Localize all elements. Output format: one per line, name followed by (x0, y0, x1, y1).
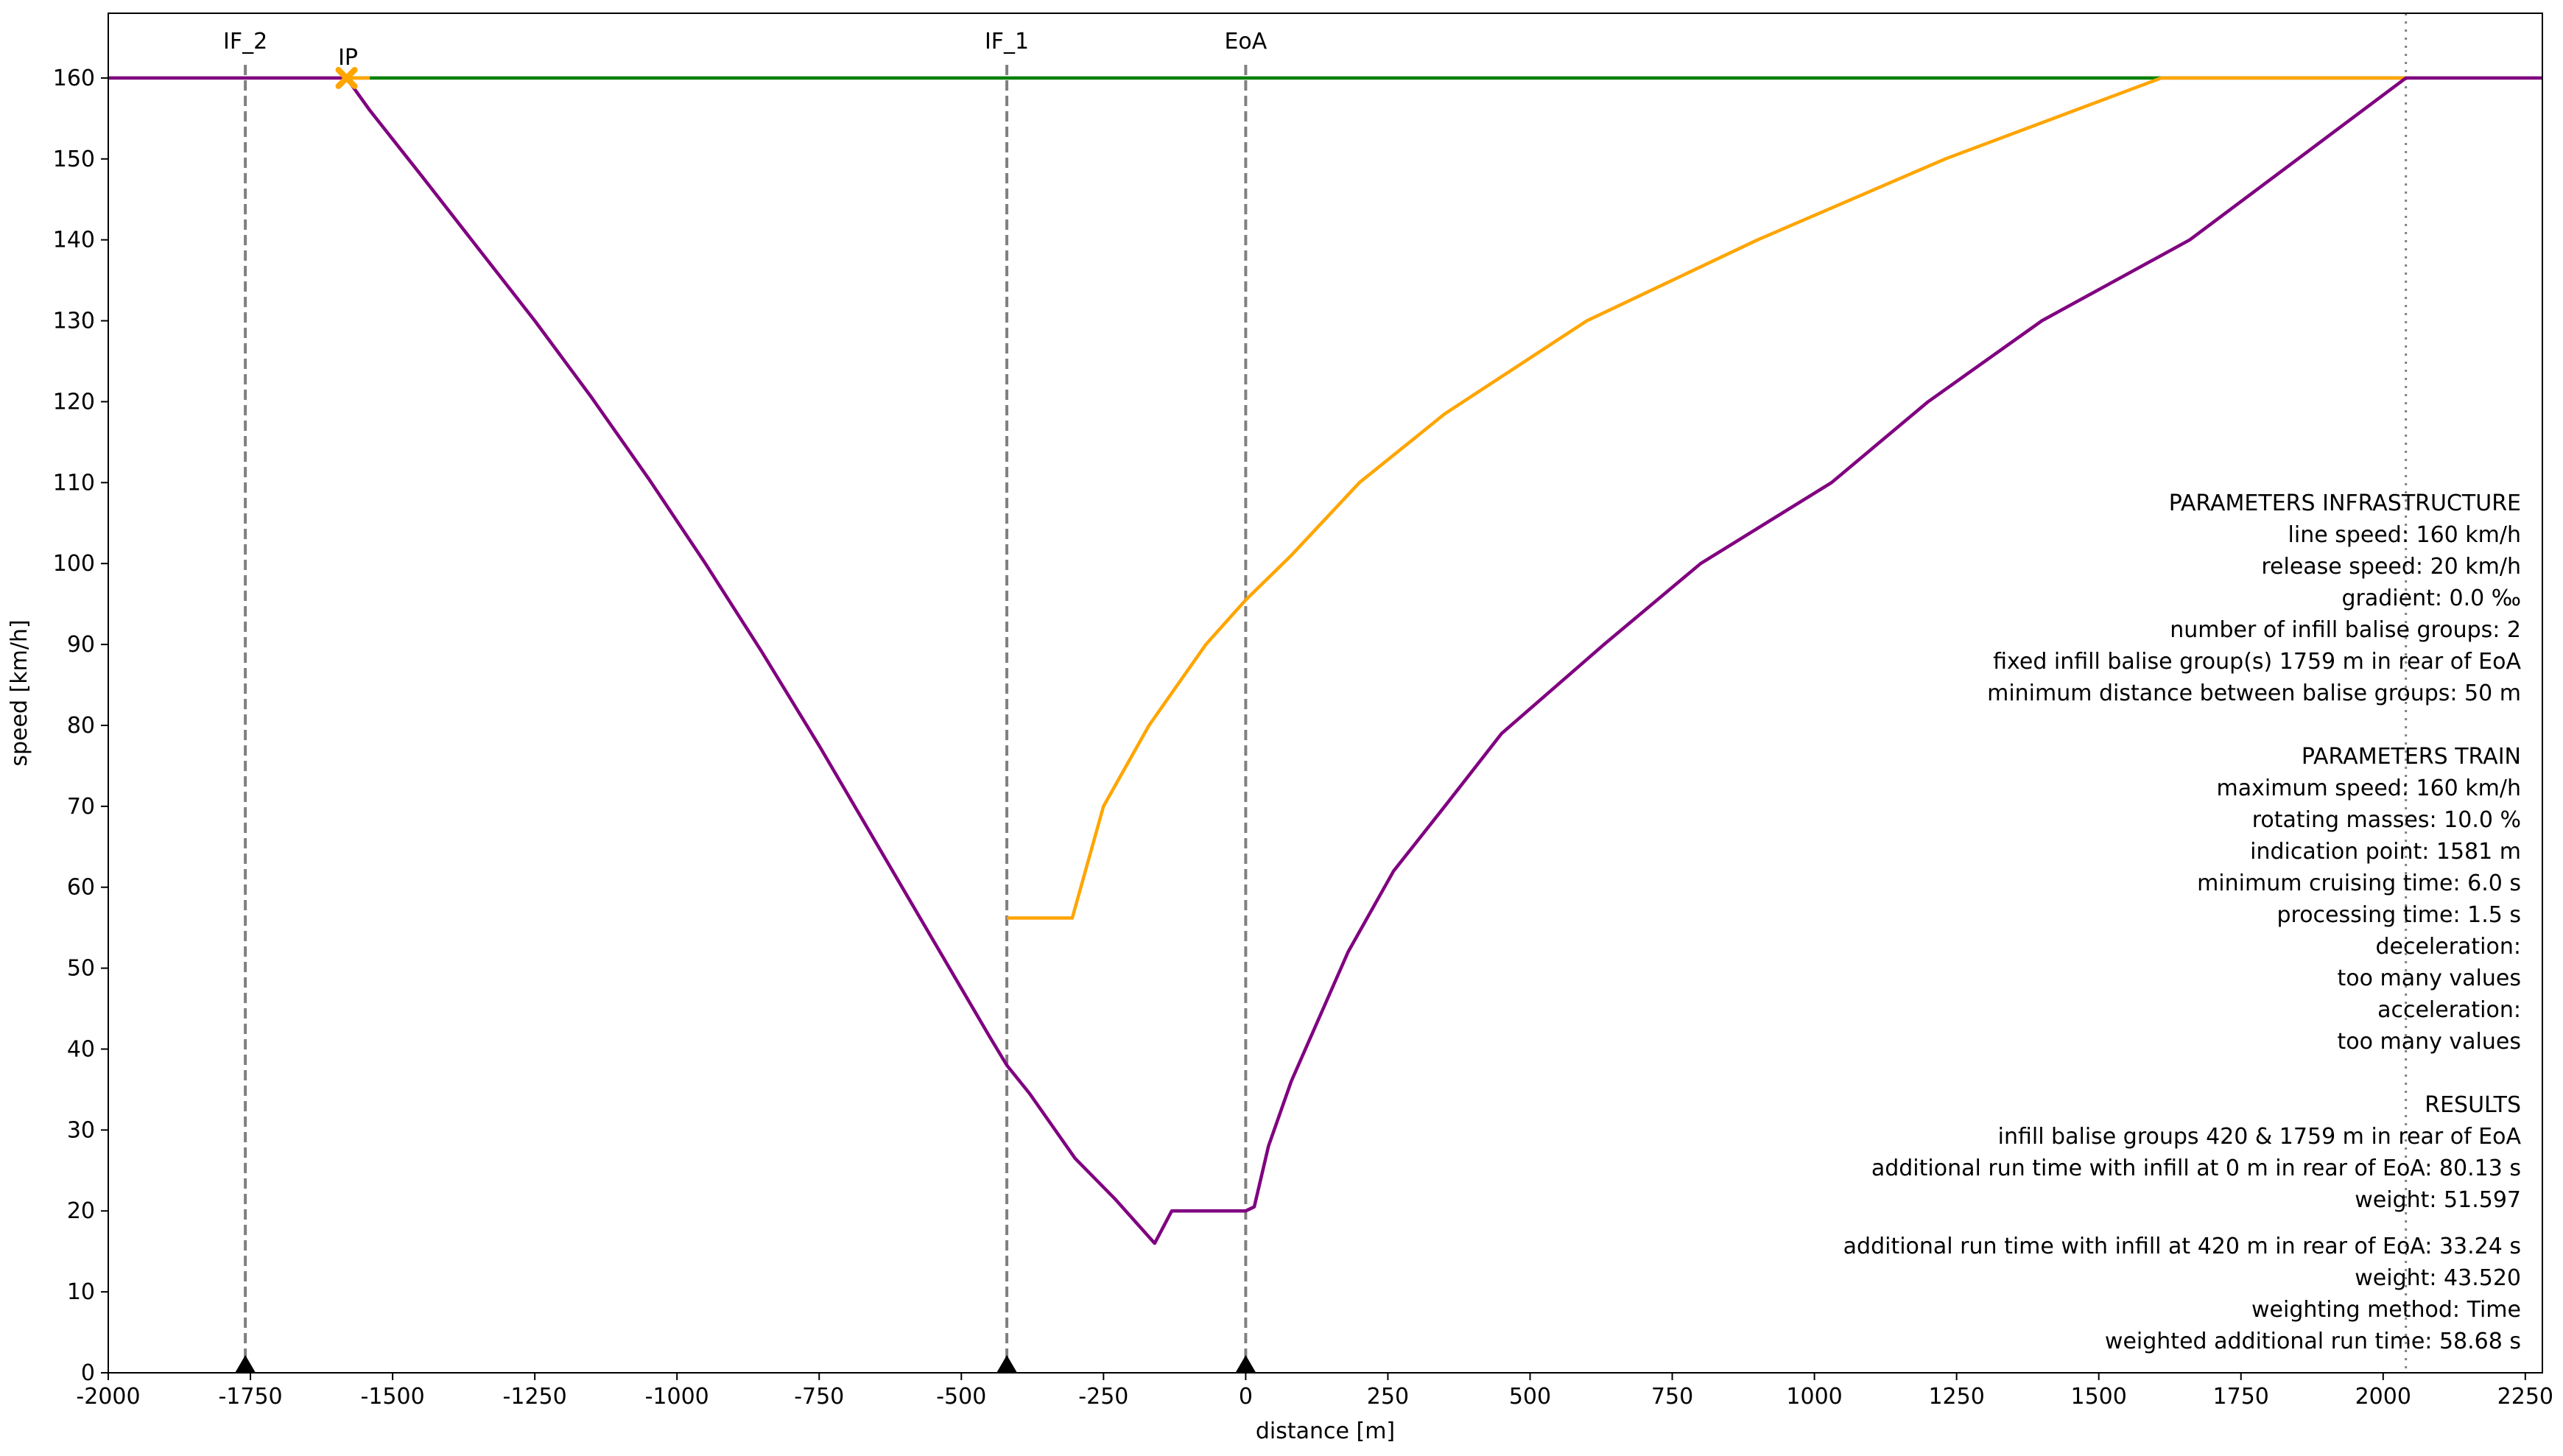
y-tick-label: 110 (53, 470, 95, 496)
plot-frame (108, 13, 2543, 1374)
indication-point-label: IP (338, 45, 358, 71)
annotation-line: processing time: 1.5 s (2277, 902, 2521, 928)
annotation-line: weight: 51.597 (2355, 1187, 2521, 1213)
annotation-line: minimum cruising time: 6.0 s (2197, 871, 2521, 896)
annotation-line: line speed: 160 km/h (2288, 522, 2521, 548)
y-tick-label: 160 (53, 66, 95, 91)
x-tick-label: -750 (794, 1384, 844, 1410)
annotation-line: infill balise groups 420 & 1759 m in rea… (1998, 1124, 2522, 1150)
y-tick-label: 10 (67, 1279, 95, 1305)
x-tick-label: -250 (1078, 1384, 1128, 1410)
x-tick-label: 1500 (2071, 1384, 2127, 1410)
annotation-line: additional run time with infill at 420 m… (1843, 1234, 2521, 1259)
annotation-line: additional run time with infill at 0 m i… (1871, 1156, 2521, 1181)
y-tick-label: 40 (67, 1036, 95, 1062)
y-tick-label: 80 (67, 713, 95, 739)
annotation-line: gradient: 0.0 ‰ (2341, 585, 2521, 611)
y-axis-title: speed [km/h] (7, 619, 32, 766)
balise-marker-2 (1235, 1355, 1256, 1373)
annotation-line: minimum distance between balise groups: … (1987, 680, 2521, 706)
annotation-line: RESULTS (2425, 1092, 2521, 1118)
y-tick-label: 0 (81, 1360, 95, 1386)
annotation-line: fixed infill balise group(s) 1759 m in r… (1993, 649, 2521, 675)
annotation-line: number of infill balise groups: 2 (2170, 617, 2521, 643)
y-tick-label: 150 (53, 147, 95, 172)
y-tick-label: 30 (67, 1117, 95, 1143)
y-tick-label: 100 (53, 551, 95, 577)
indication-point-marker (335, 66, 358, 89)
y-tick-label: 70 (67, 794, 95, 820)
x-tick-label: 1000 (1786, 1384, 1842, 1410)
annotation-line: rotating masses: 10.0 % (2252, 807, 2521, 833)
x-tick-label: -500 (936, 1384, 986, 1410)
annotation-line: too many values (2338, 1029, 2522, 1055)
x-tick-label: 750 (1651, 1384, 1693, 1410)
annotation-line: too many values (2338, 966, 2522, 991)
annotation-line: weight: 43.520 (2355, 1265, 2521, 1291)
x-tick-label: 2000 (2355, 1384, 2411, 1410)
x-tick-label: 2250 (2497, 1384, 2553, 1410)
series-line-3 (108, 76, 2542, 1245)
y-tick-label: 120 (53, 389, 95, 415)
vline-label-eoa: EoA (1224, 29, 1267, 54)
annotation-line: weighting method: Time (2251, 1297, 2521, 1323)
y-tick-label: 20 (67, 1198, 95, 1224)
annotation-line: acceleration: (2377, 997, 2521, 1023)
x-tick-label: -1000 (645, 1384, 709, 1410)
x-tick-label: -1250 (503, 1384, 567, 1410)
y-tick-label: 130 (53, 309, 95, 334)
x-tick-label: -1750 (218, 1384, 282, 1410)
annotation-line: maximum speed: 160 km/h (2217, 776, 2521, 801)
indication-point-stroke-b (335, 66, 358, 89)
annotation-line: release speed: 20 km/h (2261, 554, 2521, 580)
vline-label-if_2: IF_2 (223, 29, 267, 54)
vline-label-if_1: IF_1 (985, 29, 1029, 54)
x-axis-title: distance [m] (1256, 1418, 1395, 1444)
y-tick-label: 50 (67, 956, 95, 982)
annotation-line: PARAMETERS INFRASTRUCTURE (2169, 490, 2521, 516)
x-tick-label: 1250 (1928, 1384, 1984, 1410)
balise-marker-1 (996, 1355, 1018, 1373)
annotation-line: weighted additional run time: 58.68 s (2105, 1329, 2521, 1354)
balise-marker-0 (235, 1355, 256, 1373)
x-tick-label: 500 (1509, 1384, 1551, 1410)
x-tick-label: 250 (1367, 1384, 1409, 1410)
annotation-line: deceleration: (2375, 934, 2521, 960)
x-tick-label: 1750 (2213, 1384, 2269, 1410)
series-line-2 (1007, 76, 2406, 920)
y-tick-label: 60 (67, 875, 95, 901)
annotation-line: indication point: 1581 m (2250, 839, 2521, 865)
x-tick-label: -1500 (361, 1384, 425, 1410)
x-tick-label: -2000 (76, 1384, 140, 1410)
y-tick-label: 140 (53, 228, 95, 253)
annotation-line: PARAMETERS TRAIN (2302, 744, 2521, 770)
x-tick-label: 0 (1239, 1384, 1253, 1410)
y-tick-label: 90 (67, 632, 95, 658)
